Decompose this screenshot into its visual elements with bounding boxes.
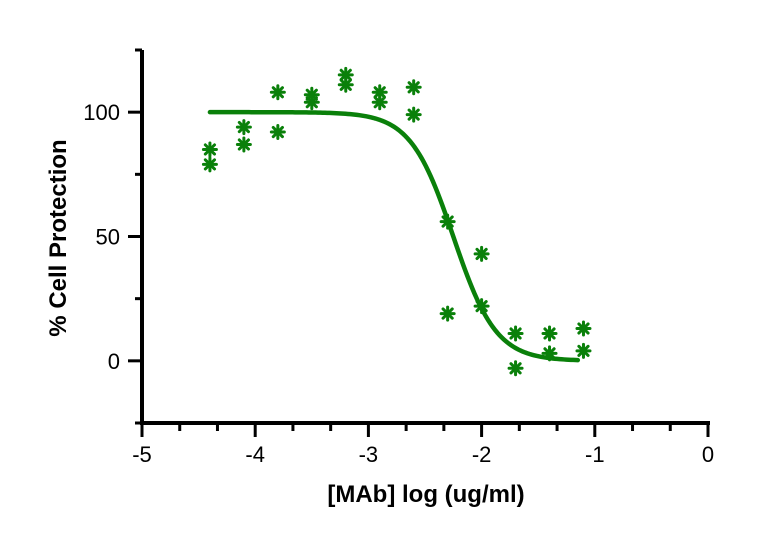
data-point bbox=[439, 213, 456, 230]
x-tick-label: 0 bbox=[702, 442, 714, 467]
y-tick-label: 0 bbox=[108, 349, 120, 374]
data-point bbox=[541, 325, 558, 342]
asterisk-stroke bbox=[237, 120, 250, 134]
y-tick-label: 100 bbox=[83, 100, 120, 125]
y-axis-title: % Cell Protection bbox=[45, 139, 72, 336]
x-tick-label: -4 bbox=[245, 442, 265, 467]
data-point bbox=[303, 94, 320, 111]
asterisk-stroke bbox=[441, 215, 454, 228]
asterisk-stroke bbox=[509, 362, 522, 375]
data-point bbox=[405, 79, 422, 96]
data-point bbox=[541, 345, 558, 362]
asterisk-stroke bbox=[543, 347, 556, 360]
data-point bbox=[473, 298, 490, 315]
asterisk-stroke bbox=[577, 344, 590, 357]
asterisk-stroke bbox=[577, 322, 590, 335]
data-point bbox=[405, 106, 422, 123]
asterisk-stroke bbox=[237, 138, 250, 151]
data-point bbox=[371, 84, 388, 101]
asterisk-stroke bbox=[475, 300, 488, 313]
x-tick-label: -2 bbox=[472, 442, 492, 467]
data-point bbox=[575, 320, 592, 337]
asterisk-stroke bbox=[407, 108, 420, 121]
data-point bbox=[473, 245, 490, 262]
x-axis-title: [MAb] log (ug/ml) bbox=[327, 481, 524, 508]
asterisk-stroke bbox=[339, 78, 352, 91]
x-tick-label: -1 bbox=[585, 442, 605, 467]
asterisk-stroke bbox=[203, 158, 217, 171]
x-ticks: -5 -4 -3 -2 -1 0 bbox=[132, 423, 714, 467]
asterisk-stroke bbox=[373, 86, 386, 99]
asterisk-stroke bbox=[407, 81, 420, 94]
asterisk-stroke bbox=[441, 307, 454, 320]
x-tick-label: -3 bbox=[359, 442, 379, 467]
asterisk-stroke bbox=[305, 96, 318, 109]
data-point bbox=[235, 136, 252, 153]
fit-curve bbox=[207, 109, 581, 363]
data-point bbox=[507, 360, 524, 377]
data-point bbox=[371, 94, 388, 111]
data-point bbox=[507, 325, 524, 342]
y-axis: 0 50 100 bbox=[83, 48, 144, 425]
data-point bbox=[439, 305, 456, 322]
data-point bbox=[269, 84, 286, 101]
asterisk-stroke bbox=[271, 86, 284, 99]
data-point bbox=[201, 156, 218, 173]
data-point bbox=[575, 342, 592, 359]
data-point bbox=[269, 124, 286, 141]
data-point bbox=[337, 76, 354, 93]
asterisk-stroke bbox=[203, 143, 217, 156]
asterisk-stroke bbox=[475, 247, 488, 261]
asterisk-stroke bbox=[339, 68, 352, 81]
data-point bbox=[235, 119, 252, 136]
asterisk-stroke bbox=[543, 327, 556, 340]
data-point bbox=[201, 141, 218, 158]
x-axis: -5 -4 -3 -2 -1 0 bbox=[132, 421, 714, 467]
asterisk-stroke bbox=[271, 125, 284, 139]
data-points bbox=[201, 66, 592, 377]
asterisk-stroke bbox=[373, 96, 386, 109]
x-tick-label: -5 bbox=[132, 442, 152, 467]
asterisk-stroke bbox=[509, 327, 522, 340]
y-tick-label: 50 bbox=[96, 225, 120, 250]
y-ticks: 0 50 100 bbox=[83, 48, 142, 425]
